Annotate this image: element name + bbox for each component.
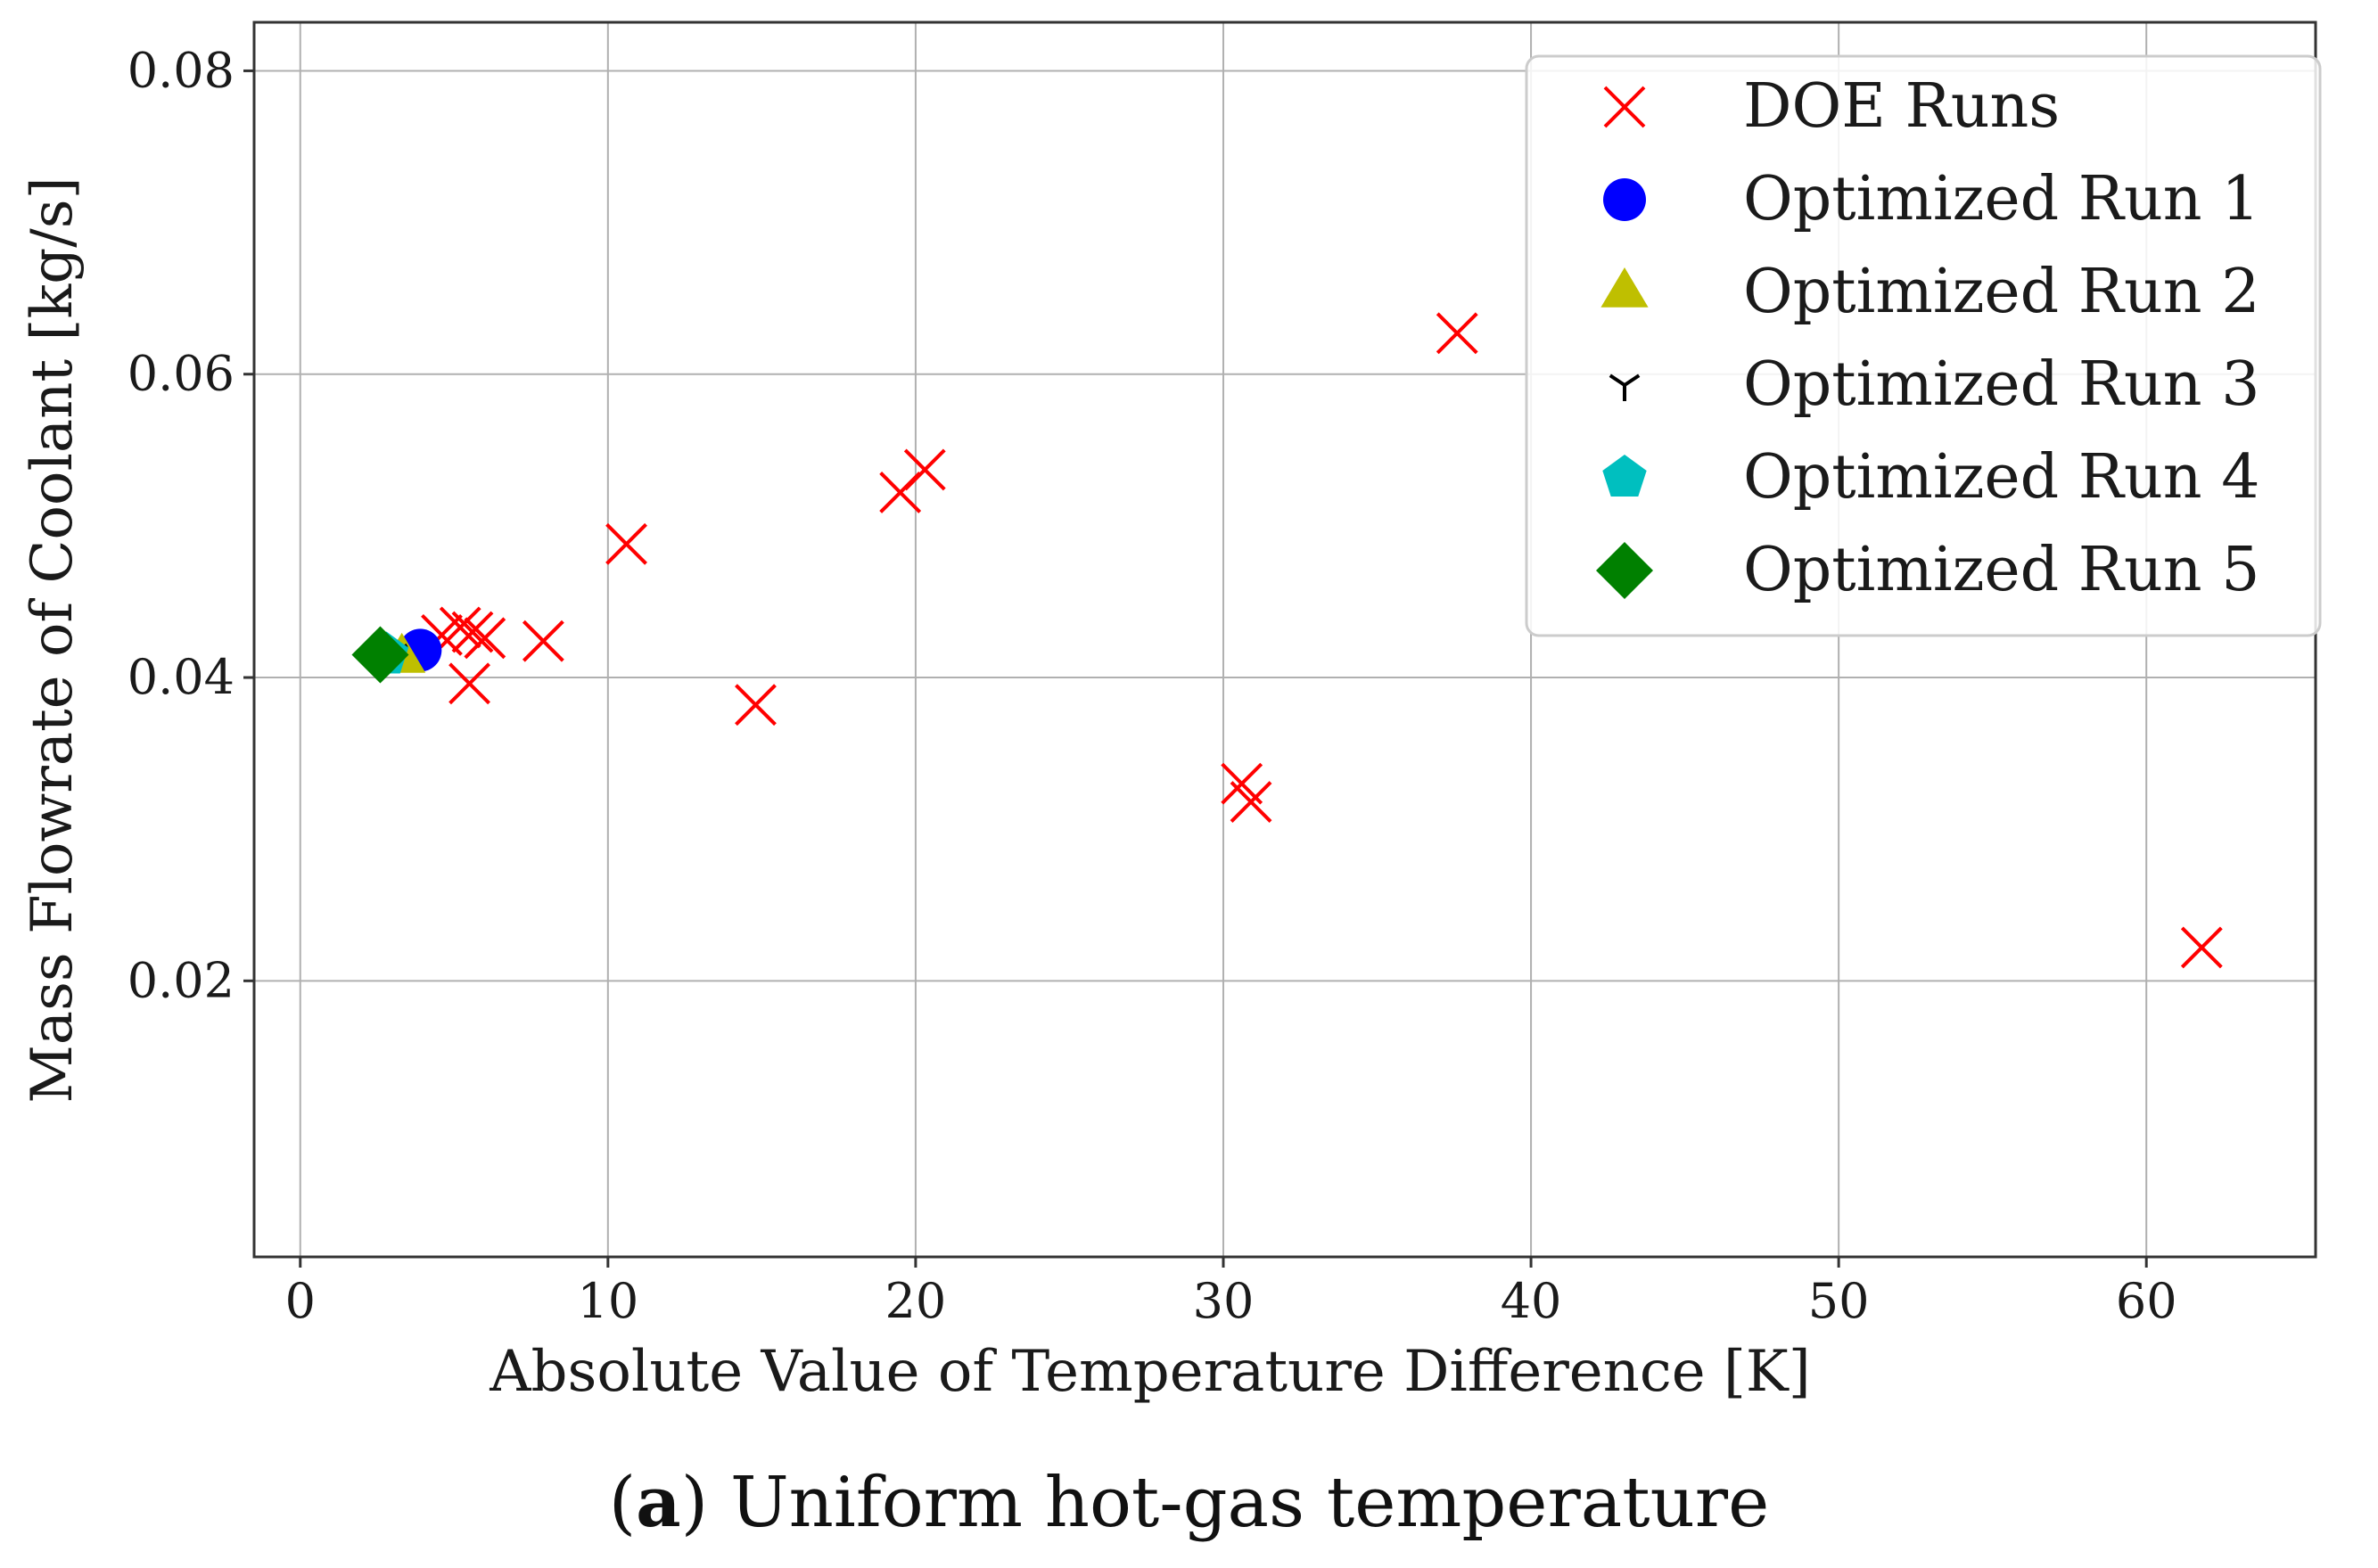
legend-label: Optimized Run 1 [1743,164,2259,234]
y-tick-label: 0.06 [128,346,235,402]
doe-runs-marker [2182,928,2221,967]
legend-label: Optimized Run 4 [1743,442,2259,513]
doe-runs-marker [736,685,775,725]
y-tick-label: 0.08 [128,42,235,98]
x-tick-label: 0 [285,1273,316,1329]
caption-label: a [636,1462,681,1543]
y-tick-label: 0.02 [128,952,235,1008]
legend-marker-optimized-run-1 [1603,178,1646,221]
doe-runs-marker [1437,314,1477,353]
doe-runs-marker [607,524,646,563]
x-tick-label: 60 [2116,1273,2177,1329]
x-tick-label: 40 [1501,1273,1562,1329]
figure-caption: (a) Uniform hot-gas temperature [0,1462,2378,1543]
doe-runs-marker [450,664,490,703]
y-tick-label: 0.04 [128,649,235,705]
x-tick-label: 10 [577,1273,638,1329]
doe-runs-marker [453,612,492,652]
x-axis-label: Absolute Value of Temperature Difference… [489,1339,1810,1405]
doe-runs-marker [1231,783,1271,822]
legend: DOE Runs Optimized Run 1 Optimized Run 2 Op… [1526,56,2320,636]
legend-label: DOE Runs [1743,71,2060,142]
doe-runs-marker [905,450,944,489]
legend-label: Optimized Run 5 [1743,535,2259,605]
caption-text: Uniform hot-gas temperature [730,1463,1769,1543]
scatter-chart: 0 10 20 30 40 50 60 0.02 0.04 0.06 0.08 Absolute V… [0,0,2378,1462]
x-tick-label: 50 [1808,1273,1870,1329]
legend-label: Optimized Run 3 [1743,349,2259,420]
x-tick-label: 20 [885,1273,947,1329]
legend-label: Optimized Run 2 [1743,257,2259,327]
y-axis-label: Mass Flowrate of Coolant [kg/s] [20,177,86,1103]
x-tick-label: 30 [1193,1273,1255,1329]
doe-runs-marker [523,621,563,661]
optimized-run-5-marker [351,627,408,684]
